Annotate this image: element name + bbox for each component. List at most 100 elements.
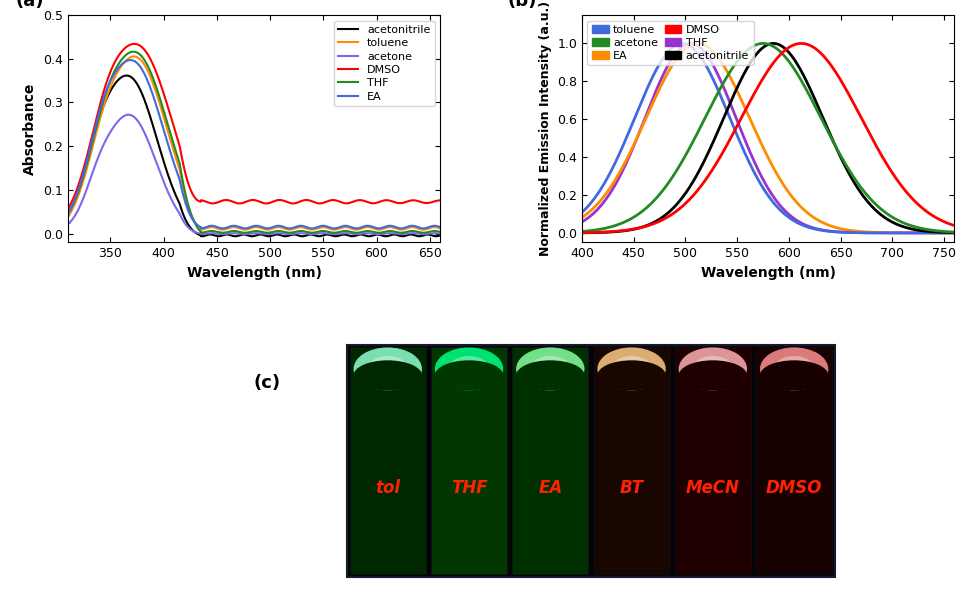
THF [434,229,446,236]
THF [217,229,229,236]
acetone [938,228,950,235]
acetonitrile [434,232,446,239]
Text: (c): (c) [254,374,281,392]
acetonitrile [121,72,133,79]
Text: MeCN: MeCN [686,479,739,497]
DMSO [388,198,399,205]
acetone [123,111,135,118]
EA [938,229,950,236]
Y-axis label: Absorbance: Absorbance [23,82,38,175]
acetone [127,112,139,119]
Ellipse shape [435,347,503,391]
Ellipse shape [449,356,489,382]
THF [128,48,140,55]
THF [938,229,950,236]
THF [105,77,116,84]
acetone [938,228,950,235]
Line: acetonitrile: acetonitrile [68,76,440,236]
Line: acetone: acetone [582,43,954,232]
Text: BT: BT [619,479,643,497]
Y-axis label: Normalized Emission Intensity (a.u.): Normalized Emission Intensity (a.u.) [539,1,551,256]
Line: toluene: toluene [582,43,954,233]
EA [125,56,137,64]
DMSO [949,222,960,229]
Line: THF: THF [582,43,954,233]
acetonitrile [577,229,588,236]
Legend: toluene, acetone, EA, DMSO, THF, acetonitrile: toluene, acetone, EA, DMSO, THF, acetoni… [587,20,754,65]
DMSO [129,40,141,47]
toluene [221,225,233,232]
acetonitrile [62,213,74,220]
THF [949,229,960,236]
Ellipse shape [354,361,422,391]
toluene [577,209,588,216]
DMSO [434,197,446,204]
Line: EA: EA [582,43,954,233]
Line: EA: EA [68,60,440,229]
Ellipse shape [678,347,747,391]
toluene [676,40,688,47]
Bar [513,347,588,574]
acetone [758,40,769,47]
acetone [62,221,74,228]
THF [127,48,139,55]
THF [388,228,399,235]
acetonitrile [757,44,768,51]
EA [217,225,229,232]
acetonitrile [595,229,607,236]
acetone [949,229,960,236]
toluene [747,167,759,175]
acetone [221,230,233,238]
Bar [347,345,834,577]
acetonitrile [938,229,950,236]
Ellipse shape [598,361,666,391]
toluene [427,224,439,231]
Ellipse shape [367,356,408,382]
EA [127,57,139,64]
acetonitrile [747,55,759,62]
acetonitrile [938,229,950,236]
Ellipse shape [692,356,734,382]
THF [205,227,217,235]
Ellipse shape [516,347,584,391]
DMSO [105,68,116,76]
toluene [388,224,399,231]
THF [869,229,881,236]
DMSO [796,40,807,47]
Ellipse shape [354,347,422,391]
THF [62,210,74,217]
Ellipse shape [678,361,747,391]
acetonitrile [949,229,960,236]
acetonitrile [427,232,439,239]
Ellipse shape [760,347,828,391]
toluene [205,224,217,231]
Bar [674,347,751,574]
EA [427,222,439,229]
Text: (a): (a) [16,0,45,10]
THF [221,229,233,236]
acetonitrile [767,40,779,47]
EA [577,214,588,221]
EA [747,123,759,130]
DMSO [221,196,233,203]
toluene [434,225,446,232]
Ellipse shape [435,361,503,391]
toluene [217,226,229,233]
Bar [350,347,425,574]
toluene [62,213,74,220]
Bar [594,347,670,574]
THF [685,40,697,47]
toluene [595,185,607,193]
X-axis label: Wavelength (nm): Wavelength (nm) [701,266,835,280]
THF [427,227,439,235]
toluene [938,229,950,236]
Ellipse shape [760,361,828,391]
DMSO [205,200,217,207]
acetonitrile [221,231,233,238]
acetonitrile [388,231,399,238]
toluene [758,185,769,192]
Ellipse shape [530,356,571,382]
Text: (b): (b) [508,0,537,10]
toluene [949,229,960,236]
Bar [431,347,507,574]
